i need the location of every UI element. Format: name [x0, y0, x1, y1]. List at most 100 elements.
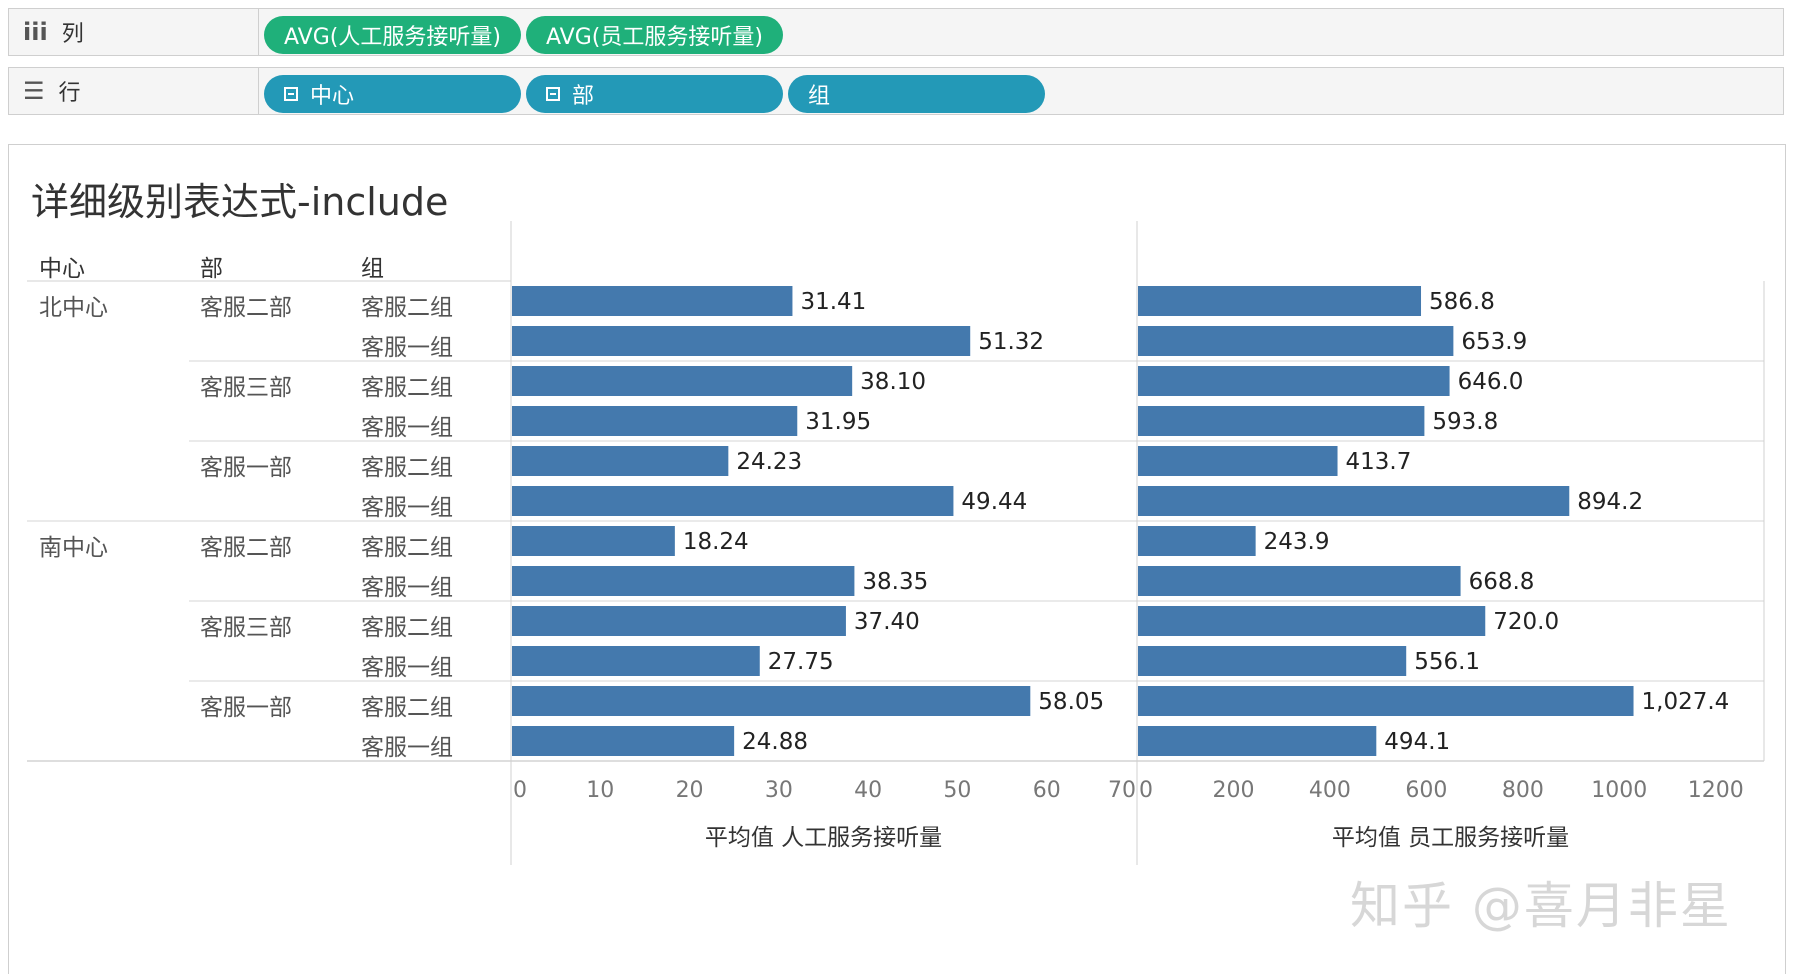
axis-title: 平均值 人工服务接听量	[705, 825, 942, 851]
bar-value-label: 51.32	[978, 329, 1044, 355]
row-header-center: 南中心	[39, 535, 108, 561]
row-header-group: 客服二组	[361, 295, 453, 321]
axis-tick-label: 0	[513, 778, 527, 803]
row-header-dept: 客服二部	[200, 295, 292, 321]
row-header-dept: 客服二部	[200, 535, 292, 561]
axis-tick-label: 60	[1033, 778, 1061, 803]
pill-avg-staff[interactable]: AVG(员工服务接听量)	[526, 16, 783, 54]
bar	[512, 606, 846, 636]
bar	[1138, 406, 1425, 436]
bar-value-label: 668.8	[1469, 569, 1535, 595]
row-header-dept: 客服一部	[200, 695, 292, 721]
axis-tick-label: 40	[854, 778, 882, 803]
pill-text: AVG(员工服务接听量)	[546, 25, 763, 50]
axis-tick-label: 10	[586, 778, 614, 803]
bar-value-label: 38.10	[860, 369, 926, 395]
bar	[512, 646, 760, 676]
row-header-dept: 客服三部	[200, 375, 292, 401]
pill-dept[interactable]: 部	[526, 75, 783, 113]
pill-text: AVG(人工服务接听量)	[284, 25, 501, 50]
bar	[1138, 486, 1570, 516]
bar	[1138, 646, 1407, 676]
bar	[512, 366, 853, 396]
rows-icon: ☰	[23, 77, 45, 105]
worksheet-view: 详细级别表达式-include 中心 部 组 北中心 客服二部 客服二组 客服一组 客服…	[8, 144, 1786, 974]
row-header-dept: 客服三部	[200, 615, 292, 641]
bar	[512, 726, 735, 756]
bar-value-label: 593.8	[1432, 409, 1498, 435]
bar-value-label: 31.95	[805, 409, 871, 435]
pill-text: 中心	[310, 84, 355, 109]
columns-shelf-label: iii 列	[9, 9, 259, 55]
row-header-group: 客服一组	[361, 575, 453, 601]
pill-text: 组	[808, 84, 831, 109]
bar	[1138, 526, 1256, 556]
axis-tick-label: 1200	[1688, 778, 1744, 803]
rows-label-text: 行	[58, 81, 81, 106]
bar	[512, 526, 675, 556]
bar-value-label: 556.1	[1414, 649, 1480, 675]
pill-center[interactable]: 中心	[264, 75, 521, 113]
pill-group[interactable]: 组	[788, 75, 1045, 113]
row-header-group: 客服二组	[361, 375, 453, 401]
row-header-center: 北中心	[39, 295, 108, 321]
bar-value-label: 653.9	[1461, 329, 1527, 355]
row-header-group: 客服一组	[361, 335, 453, 361]
bar-value-label: 27.75	[768, 649, 834, 675]
pill-avg-manual[interactable]: AVG(人工服务接听量)	[264, 16, 521, 54]
header-center: 中心	[39, 256, 85, 282]
bar-value-label: 1,027.4	[1642, 689, 1730, 715]
bar	[512, 446, 729, 476]
bar-value-label: 24.23	[736, 449, 802, 475]
axis-tick-label: 800	[1502, 778, 1544, 803]
bar-value-label: 586.8	[1429, 289, 1495, 315]
bar-value-label: 894.2	[1577, 489, 1643, 515]
bar	[1138, 446, 1338, 476]
bar	[1138, 566, 1461, 596]
axis-tick-label: 1000	[1591, 778, 1647, 803]
bar	[512, 406, 798, 436]
row-header-group: 客服二组	[361, 455, 453, 481]
columns-icon: iii	[23, 18, 48, 46]
row-header-group: 客服一组	[361, 495, 453, 521]
bar-value-label: 38.35	[862, 569, 928, 595]
bar	[1138, 366, 1450, 396]
header-group: 组	[361, 256, 384, 282]
bar-value-label: 18.24	[683, 529, 749, 555]
bar-value-label: 58.05	[1038, 689, 1104, 715]
bar	[512, 286, 793, 316]
axis-tick-label: 30	[765, 778, 793, 803]
collapse-icon[interactable]	[546, 87, 560, 101]
axis-tick-label: 20	[676, 778, 704, 803]
rows-shelf: ☰ 行 中心 部 组	[8, 67, 1784, 115]
bar	[1138, 606, 1486, 636]
bar-value-label: 646.0	[1458, 369, 1524, 395]
axis-tick-label: 50	[943, 778, 971, 803]
row-header-dept: 客服一部	[200, 455, 292, 481]
bar	[512, 686, 1031, 716]
bar-value-label: 243.9	[1264, 529, 1330, 555]
watermark: 知乎 @喜月非星	[1350, 877, 1732, 935]
bar	[512, 486, 954, 516]
bar-value-label: 24.88	[742, 729, 808, 755]
collapse-icon[interactable]	[284, 87, 298, 101]
row-header-group: 客服一组	[361, 655, 453, 681]
header-dept: 部	[200, 256, 223, 282]
bar	[1138, 726, 1377, 756]
bar	[1138, 286, 1422, 316]
bar	[512, 326, 971, 356]
row-header-group: 客服二组	[361, 535, 453, 561]
axis-tick-label: 0	[1139, 778, 1153, 803]
bar-value-label: 49.44	[961, 489, 1027, 515]
bar	[1138, 686, 1634, 716]
rows-shelf-label: ☰ 行	[9, 68, 259, 114]
bar-value-label: 37.40	[854, 609, 920, 635]
columns-shelf: iii 列 AVG(人工服务接听量) AVG(员工服务接听量)	[8, 8, 1784, 56]
row-header-group: 客服一组	[361, 735, 453, 761]
bar-value-label: 720.0	[1493, 609, 1559, 635]
view-title: 详细级别表达式-include	[31, 180, 449, 224]
columns-label-text: 列	[61, 22, 84, 47]
bar	[1138, 326, 1454, 356]
row-header-group: 客服二组	[361, 615, 453, 641]
